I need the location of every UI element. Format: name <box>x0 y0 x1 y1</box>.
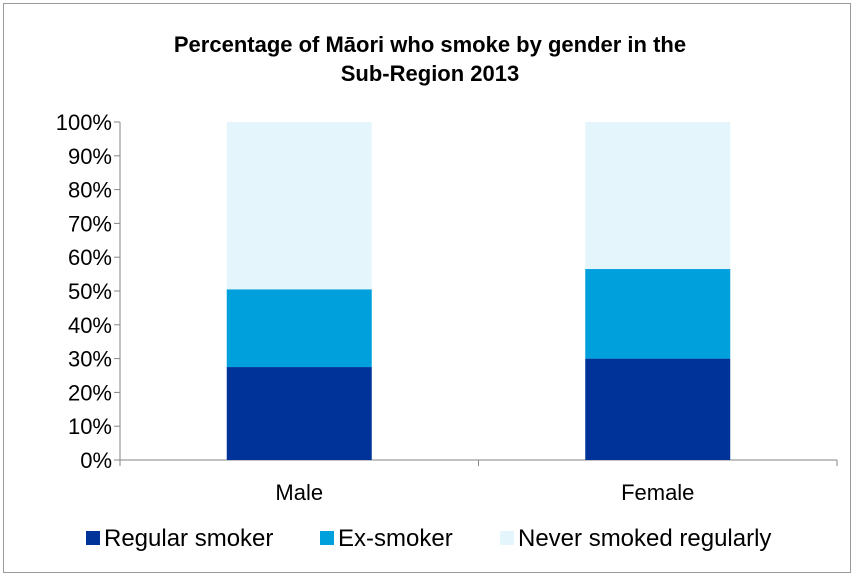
y-tick-label: 100% <box>56 110 112 135</box>
legend-swatch <box>500 531 514 545</box>
bar-segment-female-regular-smoker <box>585 358 731 460</box>
x-category-label: Female <box>621 480 694 505</box>
bar-segment-female-ex-smoker <box>585 269 731 359</box>
legend: Regular smoker Ex-smoker Never smoked regu… <box>86 525 771 552</box>
y-tick-label: 20% <box>68 380 112 405</box>
legend-label: Ex-smoker <box>338 525 453 552</box>
y-tick-label: 30% <box>68 347 112 372</box>
y-tick-label: 0% <box>80 448 112 473</box>
y-tick-label: 10% <box>68 414 112 439</box>
legend-label: Regular smoker <box>104 525 273 552</box>
x-category-label: Male <box>275 480 323 505</box>
y-tick-label: 40% <box>68 313 112 338</box>
y-tick-label: 90% <box>68 144 112 169</box>
y-tick-label: 80% <box>68 178 112 203</box>
bar-segment-male-ex-smoker <box>226 289 372 368</box>
chart-title-line-2: Sub-Region 2013 <box>341 61 519 86</box>
legend-swatch <box>86 531 100 545</box>
bar-segment-male-never-smoked-regularly <box>226 122 372 290</box>
y-tick-label: 50% <box>68 279 112 304</box>
y-tick-label: 60% <box>68 245 112 270</box>
bar-segment-female-never-smoked-regularly <box>585 122 731 270</box>
bar-segment-male-regular-smoker <box>226 367 372 460</box>
chart-title-line-1: Percentage of Māori who smoke by gender … <box>174 32 686 57</box>
y-tick-label: 70% <box>68 211 112 236</box>
legend-swatch <box>320 531 334 545</box>
legend-label: Never smoked regularly <box>518 525 771 552</box>
plot-area: 0% 10% 20% 30% 40% 50% 60% 70% 80% 90% 100% Male Fem… <box>56 110 838 505</box>
